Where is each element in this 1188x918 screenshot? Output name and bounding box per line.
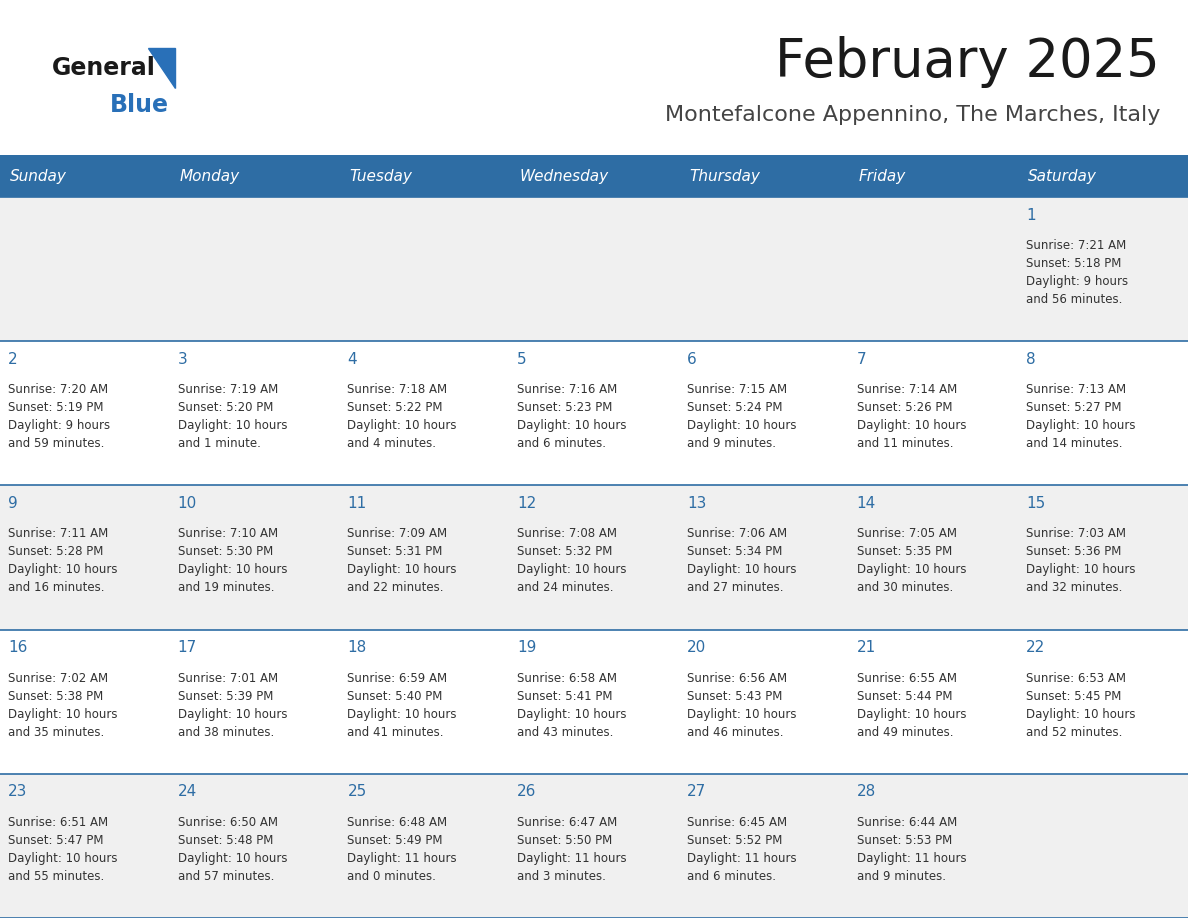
Text: 25: 25 — [347, 784, 367, 800]
Text: 1: 1 — [1026, 207, 1036, 222]
Text: 8: 8 — [1026, 352, 1036, 366]
Text: 3: 3 — [178, 352, 188, 366]
Text: 13: 13 — [687, 496, 706, 511]
Text: Sunrise: 7:10 AM
Sunset: 5:30 PM
Daylight: 10 hours
and 19 minutes.: Sunrise: 7:10 AM Sunset: 5:30 PM Dayligh… — [178, 528, 287, 594]
Text: 20: 20 — [687, 640, 706, 655]
Text: Sunrise: 6:55 AM
Sunset: 5:44 PM
Daylight: 10 hours
and 49 minutes.: Sunrise: 6:55 AM Sunset: 5:44 PM Dayligh… — [857, 672, 966, 739]
Text: Sunrise: 7:01 AM
Sunset: 5:39 PM
Daylight: 10 hours
and 38 minutes.: Sunrise: 7:01 AM Sunset: 5:39 PM Dayligh… — [178, 672, 287, 739]
Text: 24: 24 — [178, 784, 197, 800]
Text: Sunrise: 7:21 AM
Sunset: 5:18 PM
Daylight: 9 hours
and 56 minutes.: Sunrise: 7:21 AM Sunset: 5:18 PM Dayligh… — [1026, 239, 1129, 306]
Bar — [0, 630, 1188, 774]
Text: 12: 12 — [517, 496, 537, 511]
Text: General: General — [52, 56, 156, 80]
Bar — [0, 197, 1188, 341]
Text: Tuesday: Tuesday — [349, 169, 412, 184]
Text: Saturday: Saturday — [1029, 169, 1098, 184]
Text: 28: 28 — [857, 784, 876, 800]
Text: 6: 6 — [687, 352, 696, 366]
Text: 5: 5 — [517, 352, 526, 366]
Bar — [0, 155, 1188, 197]
Text: Sunrise: 6:59 AM
Sunset: 5:40 PM
Daylight: 10 hours
and 41 minutes.: Sunrise: 6:59 AM Sunset: 5:40 PM Dayligh… — [347, 672, 457, 739]
Text: 16: 16 — [8, 640, 27, 655]
Text: Thursday: Thursday — [689, 169, 760, 184]
Text: Sunrise: 7:13 AM
Sunset: 5:27 PM
Daylight: 10 hours
and 14 minutes.: Sunrise: 7:13 AM Sunset: 5:27 PM Dayligh… — [1026, 383, 1136, 450]
Text: Sunrise: 7:16 AM
Sunset: 5:23 PM
Daylight: 10 hours
and 6 minutes.: Sunrise: 7:16 AM Sunset: 5:23 PM Dayligh… — [517, 383, 626, 450]
Text: 21: 21 — [857, 640, 876, 655]
Text: Sunrise: 6:48 AM
Sunset: 5:49 PM
Daylight: 11 hours
and 0 minutes.: Sunrise: 6:48 AM Sunset: 5:49 PM Dayligh… — [347, 816, 457, 883]
Text: Sunrise: 7:05 AM
Sunset: 5:35 PM
Daylight: 10 hours
and 30 minutes.: Sunrise: 7:05 AM Sunset: 5:35 PM Dayligh… — [857, 528, 966, 594]
Text: Sunrise: 7:11 AM
Sunset: 5:28 PM
Daylight: 10 hours
and 16 minutes.: Sunrise: 7:11 AM Sunset: 5:28 PM Dayligh… — [8, 528, 118, 594]
Text: 17: 17 — [178, 640, 197, 655]
Bar — [0, 774, 1188, 918]
Text: 19: 19 — [517, 640, 537, 655]
Bar — [0, 486, 1188, 630]
Text: Sunrise: 6:50 AM
Sunset: 5:48 PM
Daylight: 10 hours
and 57 minutes.: Sunrise: 6:50 AM Sunset: 5:48 PM Dayligh… — [178, 816, 287, 883]
Text: 2: 2 — [8, 352, 18, 366]
Text: Sunrise: 7:20 AM
Sunset: 5:19 PM
Daylight: 9 hours
and 59 minutes.: Sunrise: 7:20 AM Sunset: 5:19 PM Dayligh… — [8, 383, 110, 450]
Polygon shape — [148, 48, 175, 88]
Text: Sunrise: 6:53 AM
Sunset: 5:45 PM
Daylight: 10 hours
and 52 minutes.: Sunrise: 6:53 AM Sunset: 5:45 PM Dayligh… — [1026, 672, 1136, 739]
Text: Sunrise: 7:19 AM
Sunset: 5:20 PM
Daylight: 10 hours
and 1 minute.: Sunrise: 7:19 AM Sunset: 5:20 PM Dayligh… — [178, 383, 287, 450]
Text: February 2025: February 2025 — [776, 36, 1159, 88]
Text: 27: 27 — [687, 784, 706, 800]
Text: Sunday: Sunday — [10, 169, 67, 184]
Text: Sunrise: 7:02 AM
Sunset: 5:38 PM
Daylight: 10 hours
and 35 minutes.: Sunrise: 7:02 AM Sunset: 5:38 PM Dayligh… — [8, 672, 118, 739]
Text: Sunrise: 6:56 AM
Sunset: 5:43 PM
Daylight: 10 hours
and 46 minutes.: Sunrise: 6:56 AM Sunset: 5:43 PM Dayligh… — [687, 672, 796, 739]
Text: 22: 22 — [1026, 640, 1045, 655]
Text: 10: 10 — [178, 496, 197, 511]
Text: Sunrise: 6:47 AM
Sunset: 5:50 PM
Daylight: 11 hours
and 3 minutes.: Sunrise: 6:47 AM Sunset: 5:50 PM Dayligh… — [517, 816, 627, 883]
Text: Monday: Monday — [179, 169, 240, 184]
Text: Sunrise: 7:06 AM
Sunset: 5:34 PM
Daylight: 10 hours
and 27 minutes.: Sunrise: 7:06 AM Sunset: 5:34 PM Dayligh… — [687, 528, 796, 594]
Text: 15: 15 — [1026, 496, 1045, 511]
Text: Sunrise: 7:14 AM
Sunset: 5:26 PM
Daylight: 10 hours
and 11 minutes.: Sunrise: 7:14 AM Sunset: 5:26 PM Dayligh… — [857, 383, 966, 450]
Text: Sunrise: 7:03 AM
Sunset: 5:36 PM
Daylight: 10 hours
and 32 minutes.: Sunrise: 7:03 AM Sunset: 5:36 PM Dayligh… — [1026, 528, 1136, 594]
Text: 4: 4 — [347, 352, 358, 366]
Text: Sunrise: 6:44 AM
Sunset: 5:53 PM
Daylight: 11 hours
and 9 minutes.: Sunrise: 6:44 AM Sunset: 5:53 PM Dayligh… — [857, 816, 966, 883]
Text: 7: 7 — [857, 352, 866, 366]
Text: Sunrise: 7:15 AM
Sunset: 5:24 PM
Daylight: 10 hours
and 9 minutes.: Sunrise: 7:15 AM Sunset: 5:24 PM Dayligh… — [687, 383, 796, 450]
Text: 14: 14 — [857, 496, 876, 511]
Text: Sunrise: 6:58 AM
Sunset: 5:41 PM
Daylight: 10 hours
and 43 minutes.: Sunrise: 6:58 AM Sunset: 5:41 PM Dayligh… — [517, 672, 626, 739]
Text: 23: 23 — [8, 784, 27, 800]
Text: Blue: Blue — [110, 93, 169, 117]
Text: 9: 9 — [8, 496, 18, 511]
Text: Sunrise: 7:09 AM
Sunset: 5:31 PM
Daylight: 10 hours
and 22 minutes.: Sunrise: 7:09 AM Sunset: 5:31 PM Dayligh… — [347, 528, 457, 594]
Text: Sunrise: 6:45 AM
Sunset: 5:52 PM
Daylight: 11 hours
and 6 minutes.: Sunrise: 6:45 AM Sunset: 5:52 PM Dayligh… — [687, 816, 796, 883]
Text: 26: 26 — [517, 784, 537, 800]
Text: 18: 18 — [347, 640, 367, 655]
Text: Friday: Friday — [859, 169, 905, 184]
Text: Sunrise: 7:18 AM
Sunset: 5:22 PM
Daylight: 10 hours
and 4 minutes.: Sunrise: 7:18 AM Sunset: 5:22 PM Dayligh… — [347, 383, 457, 450]
Text: Montefalcone Appennino, The Marches, Italy: Montefalcone Appennino, The Marches, Ita… — [664, 105, 1159, 125]
Text: Sunrise: 6:51 AM
Sunset: 5:47 PM
Daylight: 10 hours
and 55 minutes.: Sunrise: 6:51 AM Sunset: 5:47 PM Dayligh… — [8, 816, 118, 883]
Text: Wednesday: Wednesday — [519, 169, 608, 184]
Bar — [0, 341, 1188, 486]
Text: 11: 11 — [347, 496, 367, 511]
Text: Sunrise: 7:08 AM
Sunset: 5:32 PM
Daylight: 10 hours
and 24 minutes.: Sunrise: 7:08 AM Sunset: 5:32 PM Dayligh… — [517, 528, 626, 594]
